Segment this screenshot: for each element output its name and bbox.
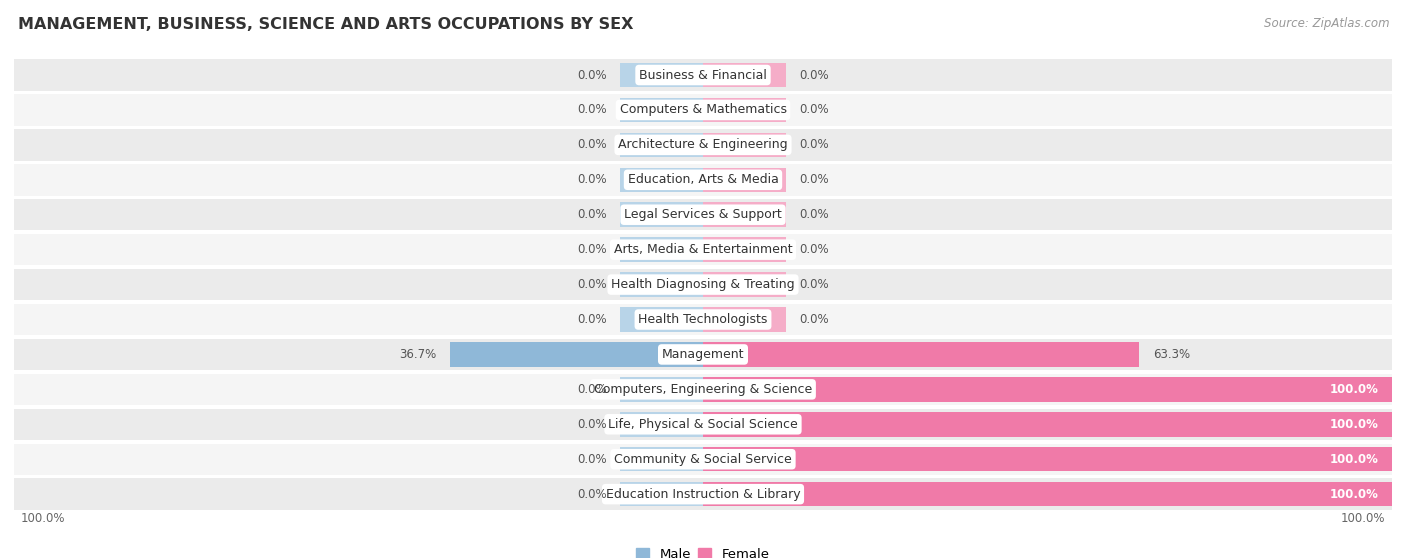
Bar [620,272,703,297]
Bar [703,307,786,332]
Text: 0.0%: 0.0% [800,278,830,291]
Bar [703,63,786,87]
Text: 63.3%: 63.3% [1153,348,1189,361]
Text: 0.0%: 0.0% [800,174,830,186]
Bar [14,199,1392,230]
Bar [703,447,1392,472]
Text: Education, Arts & Media: Education, Arts & Media [627,174,779,186]
Bar [703,377,1392,402]
Bar [14,339,1392,370]
Text: 0.0%: 0.0% [800,138,830,151]
Bar [620,167,703,192]
Text: 0.0%: 0.0% [576,208,606,221]
Text: 36.7%: 36.7% [399,348,436,361]
Bar [703,482,1392,506]
Bar [620,307,703,332]
Bar [450,342,703,367]
Bar [14,269,1392,300]
Bar [14,94,1392,126]
Bar [620,133,703,157]
Text: 0.0%: 0.0% [800,313,830,326]
Bar [14,374,1392,405]
Text: Source: ZipAtlas.com: Source: ZipAtlas.com [1264,17,1389,30]
Bar [620,203,703,227]
Bar [703,237,786,262]
Text: 0.0%: 0.0% [576,243,606,256]
Text: 0.0%: 0.0% [800,243,830,256]
Bar [14,408,1392,440]
Text: 100.0%: 100.0% [1329,383,1378,396]
Text: 100.0%: 100.0% [1340,512,1385,525]
Text: 0.0%: 0.0% [576,313,606,326]
Legend: Male, Female: Male, Female [631,543,775,558]
Text: Health Diagnosing & Treating: Health Diagnosing & Treating [612,278,794,291]
Text: Arts, Media & Entertainment: Arts, Media & Entertainment [613,243,793,256]
Text: 0.0%: 0.0% [576,488,606,501]
Text: Management: Management [662,348,744,361]
Bar [14,444,1392,475]
Text: Computers, Engineering & Science: Computers, Engineering & Science [593,383,813,396]
Text: 0.0%: 0.0% [576,278,606,291]
Text: 0.0%: 0.0% [576,418,606,431]
Text: 0.0%: 0.0% [800,103,830,117]
Bar [703,167,786,192]
Bar [14,164,1392,195]
Text: Education Instruction & Library: Education Instruction & Library [606,488,800,501]
Bar [14,129,1392,161]
Text: 0.0%: 0.0% [800,208,830,221]
Text: 0.0%: 0.0% [576,103,606,117]
Text: Business & Financial: Business & Financial [640,69,766,81]
Text: Legal Services & Support: Legal Services & Support [624,208,782,221]
Bar [620,98,703,122]
Bar [620,377,703,402]
Text: 100.0%: 100.0% [21,512,66,525]
Bar [14,304,1392,335]
Bar [703,133,786,157]
Text: 100.0%: 100.0% [1329,418,1378,431]
Text: 0.0%: 0.0% [576,138,606,151]
Text: MANAGEMENT, BUSINESS, SCIENCE AND ARTS OCCUPATIONS BY SEX: MANAGEMENT, BUSINESS, SCIENCE AND ARTS O… [18,17,634,32]
Bar [14,234,1392,266]
Bar [703,98,786,122]
Bar [703,342,1139,367]
Bar [703,412,1392,436]
Bar [703,203,786,227]
Bar [620,412,703,436]
Text: 100.0%: 100.0% [1329,488,1378,501]
Bar [703,272,786,297]
Text: 0.0%: 0.0% [800,69,830,81]
Text: Community & Social Service: Community & Social Service [614,453,792,466]
Text: 0.0%: 0.0% [576,174,606,186]
Bar [620,482,703,506]
Bar [620,237,703,262]
Text: Architecture & Engineering: Architecture & Engineering [619,138,787,151]
Bar [620,447,703,472]
Text: 0.0%: 0.0% [576,453,606,466]
Bar [620,63,703,87]
Text: Computers & Mathematics: Computers & Mathematics [620,103,786,117]
Text: 100.0%: 100.0% [1329,453,1378,466]
Text: 0.0%: 0.0% [576,383,606,396]
Text: 0.0%: 0.0% [576,69,606,81]
Bar [14,478,1392,510]
Text: Health Technologists: Health Technologists [638,313,768,326]
Text: Life, Physical & Social Science: Life, Physical & Social Science [609,418,797,431]
Bar [14,59,1392,91]
